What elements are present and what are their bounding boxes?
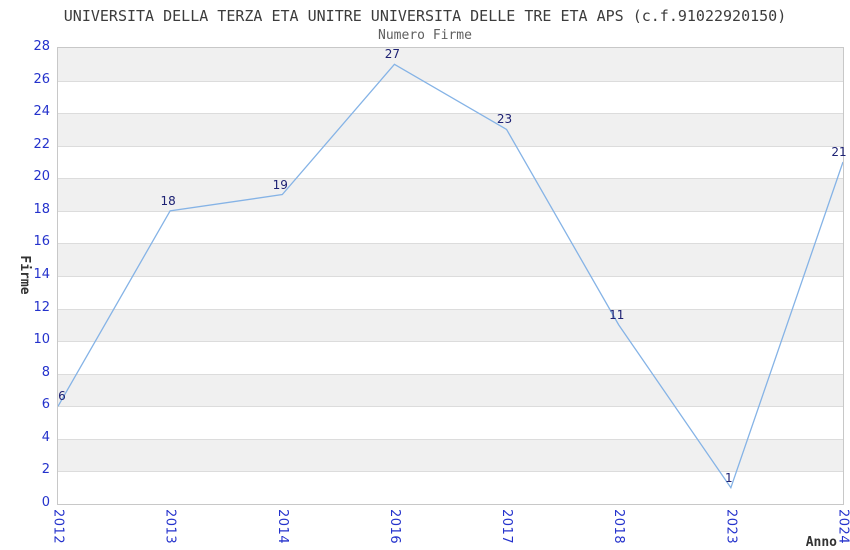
grid-band [58,373,843,407]
grid-line [58,308,843,310]
x-tick-label: 2023 [723,509,739,545]
y-tick-label: 28 [33,39,50,54]
x-axis-label: Anno [805,535,837,550]
data-point-label: 6 [58,389,66,404]
x-tick-label: 2018 [611,509,627,545]
grid-line [58,438,843,440]
grid-band [58,178,843,211]
line-series [58,63,843,490]
y-tick-label: 0 [41,495,50,510]
grid-line [58,113,843,115]
data-point-label: 18 [160,193,176,208]
x-tick-label: 2017 [499,509,515,545]
data-point-label: 23 [496,112,513,127]
y-tick-label: 12 [33,299,50,315]
chart-title: UNIVERSITA DELLA TERZA ETA UNITRE UNIVER… [63,7,787,25]
y-tick-label: 22 [33,136,50,152]
data-point-label: 27 [384,47,401,62]
grid-line [58,341,843,343]
x-tick-label: 2013 [162,509,178,545]
y-tick-label: 4 [41,429,50,445]
y-axis-label: Firme [17,255,32,295]
grid-line [58,145,843,147]
grid-band [58,243,843,276]
x-tick-label: 2012 [50,509,66,545]
y-tick-label: 10 [33,332,50,348]
data-point-label: 21 [831,145,847,159]
grid-band [58,113,843,146]
data-point-label: 19 [272,177,288,192]
x-tick-label: 2014 [274,509,290,545]
grid-band [58,438,843,472]
data-point-label: 1 [725,470,733,485]
y-tick-label: 8 [41,364,50,380]
y-tick-label: 18 [33,201,50,217]
grid-line [58,243,843,245]
grid-line [58,178,843,180]
y-tick-label: 2 [41,462,50,478]
y-tick-label: 26 [33,71,50,87]
plot-area: 6 18 19 27 23 11 1 21 [57,47,847,505]
chart-subtitle: Numero Firme [378,28,472,43]
grid-line [58,210,843,212]
y-tick-label: 6 [41,397,50,413]
grid-line [58,373,843,375]
x-tick-label: 2024 [835,509,850,545]
grid-line [58,80,843,82]
y-tick-label: 16 [33,234,50,250]
grid-line [58,471,843,473]
x-tick-label: 2016 [386,509,402,545]
y-tick-label: 24 [33,104,50,120]
grid-band [58,308,843,342]
y-tick-label: 20 [33,169,50,185]
grid-line [58,276,843,277]
y-tick-label: 14 [33,267,50,282]
grid-line [58,406,843,408]
grid-band [58,48,843,81]
data-point-label: 11 [609,307,625,322]
